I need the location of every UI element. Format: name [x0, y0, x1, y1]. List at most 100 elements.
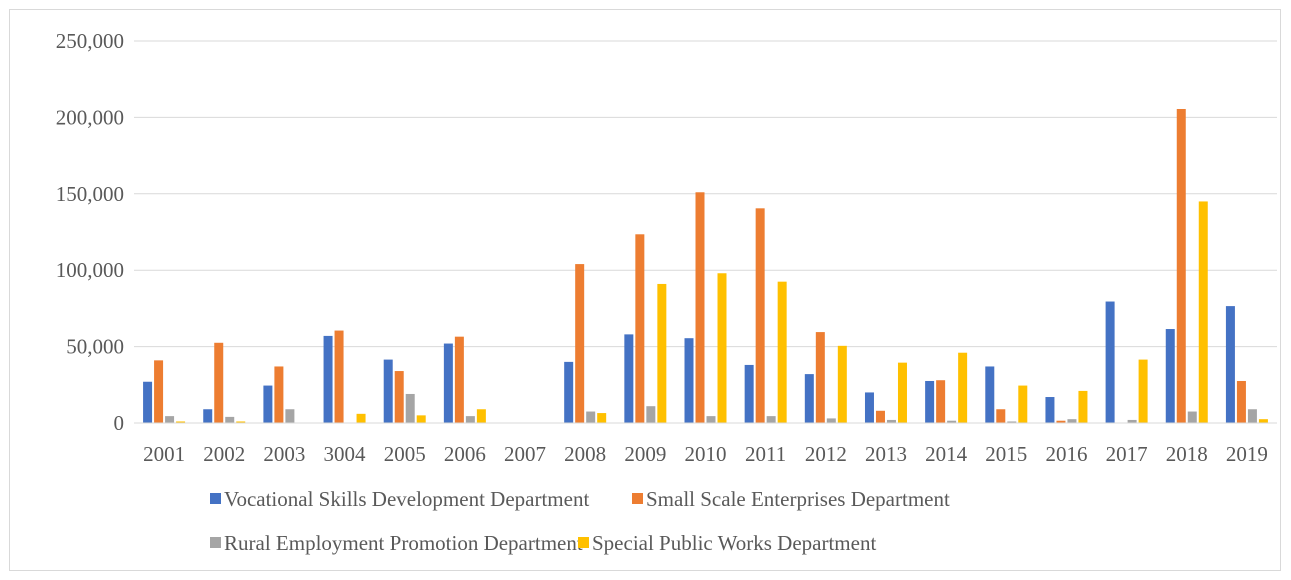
legend-label: Rural Employment Promotion Department — [224, 531, 583, 555]
bar — [476, 409, 486, 423]
bar — [465, 416, 475, 423]
x-tick-label: 2003 — [263, 442, 305, 466]
y-tick-label: 150,000 — [56, 182, 124, 206]
bar — [176, 421, 186, 423]
bar — [203, 409, 213, 423]
bar — [1127, 419, 1137, 423]
bar — [657, 283, 667, 423]
legend-swatch — [210, 493, 221, 504]
x-tick-label: 2006 — [444, 442, 486, 466]
bar — [285, 409, 295, 423]
x-tick-label: 2017 — [1106, 442, 1148, 466]
bar — [1056, 420, 1066, 423]
bar — [875, 410, 885, 423]
chart-area: 0 50,000 100,000 150,000 200,000 250,000 2001… — [9, 9, 1281, 571]
gridlines — [134, 40, 1277, 348]
x-tick-label: 2008 — [564, 442, 606, 466]
bar — [1176, 108, 1186, 423]
bar — [356, 413, 366, 423]
bar — [985, 366, 995, 423]
bar — [405, 393, 415, 423]
bar — [443, 343, 453, 423]
bar — [1198, 201, 1208, 423]
bar — [958, 352, 968, 423]
x-tick-label: 2018 — [1166, 442, 1208, 466]
x-tick-label: 2019 — [1226, 442, 1268, 466]
bar — [214, 342, 224, 423]
y-tick-label: 250,000 — [56, 29, 124, 53]
legend-swatch — [210, 537, 221, 548]
bar — [1258, 419, 1268, 423]
bar — [695, 192, 705, 423]
bar — [897, 362, 907, 423]
x-tick-label: 2016 — [1045, 442, 1087, 466]
bar — [1018, 385, 1028, 423]
bars — [143, 108, 1268, 423]
bar — [936, 380, 946, 423]
bar — [575, 264, 585, 423]
x-tick-label: 2010 — [685, 442, 727, 466]
bar — [837, 345, 847, 423]
bar — [1247, 409, 1257, 423]
bar — [864, 392, 874, 423]
x-tick-label: 2014 — [925, 442, 968, 466]
legend-label: Small Scale Enterprises Department — [646, 487, 950, 511]
bar — [274, 366, 284, 423]
bar — [1225, 306, 1235, 423]
legend-swatch — [632, 493, 643, 504]
bar — [826, 418, 836, 423]
legend-item: Special Public Works Department — [578, 531, 876, 555]
bar — [143, 381, 153, 423]
bar — [646, 406, 656, 423]
x-tick-label: 2011 — [745, 442, 786, 466]
x-tick-label: 2005 — [384, 442, 426, 466]
y-tick-label: 50,000 — [66, 335, 124, 359]
bar — [165, 416, 175, 423]
legend-swatch — [578, 537, 589, 548]
bar — [684, 338, 694, 423]
x-tick-label: 3004 — [324, 442, 367, 466]
bar-chart: 0 50,000 100,000 150,000 200,000 250,000 2001… — [56, 29, 1277, 555]
x-tick-label: 2015 — [985, 442, 1027, 466]
bar — [564, 361, 574, 423]
x-tick-label: 2007 — [504, 442, 546, 466]
bar — [383, 359, 393, 423]
bar — [886, 419, 896, 423]
bar — [154, 360, 164, 423]
bar — [1078, 390, 1088, 423]
legend: Vocational Skills Development Department… — [210, 487, 950, 555]
y-tick-label: 200,000 — [56, 105, 124, 129]
bar — [717, 273, 727, 423]
x-tick-label: 2001 — [143, 442, 185, 466]
bar — [597, 413, 607, 423]
x-axis-tick-labels: 2001 2002 2003 3004 2005 2006 2007 2008 2009 2010… — [143, 442, 1268, 466]
y-axis-tick-labels: 0 50,000 100,000 150,000 200,000 250,000 — [56, 29, 124, 435]
legend-label: Special Public Works Department — [592, 531, 876, 555]
x-tick-label: 2013 — [865, 442, 907, 466]
bar — [755, 208, 765, 423]
legend-label: Vocational Skills Development Department — [224, 487, 589, 511]
bar — [744, 364, 754, 423]
legend-item: Rural Employment Promotion Department — [210, 531, 583, 555]
bar — [334, 330, 344, 423]
bar — [706, 416, 716, 423]
bar — [1138, 359, 1148, 423]
x-tick-label: 2009 — [624, 442, 666, 466]
bar — [323, 335, 333, 423]
bar — [947, 420, 957, 423]
y-tick-label: 100,000 — [56, 258, 124, 282]
bar — [1007, 421, 1017, 423]
bar — [996, 409, 1006, 423]
bar — [394, 371, 404, 423]
legend-item: Small Scale Enterprises Department — [632, 487, 950, 511]
bar — [416, 415, 426, 423]
bar — [766, 416, 776, 423]
bar — [777, 281, 787, 423]
bar — [1045, 397, 1055, 423]
bar — [1236, 380, 1246, 423]
bar — [1067, 419, 1077, 423]
bar — [586, 411, 596, 423]
bar — [225, 416, 235, 423]
bar — [454, 336, 464, 423]
bar — [1187, 411, 1197, 423]
